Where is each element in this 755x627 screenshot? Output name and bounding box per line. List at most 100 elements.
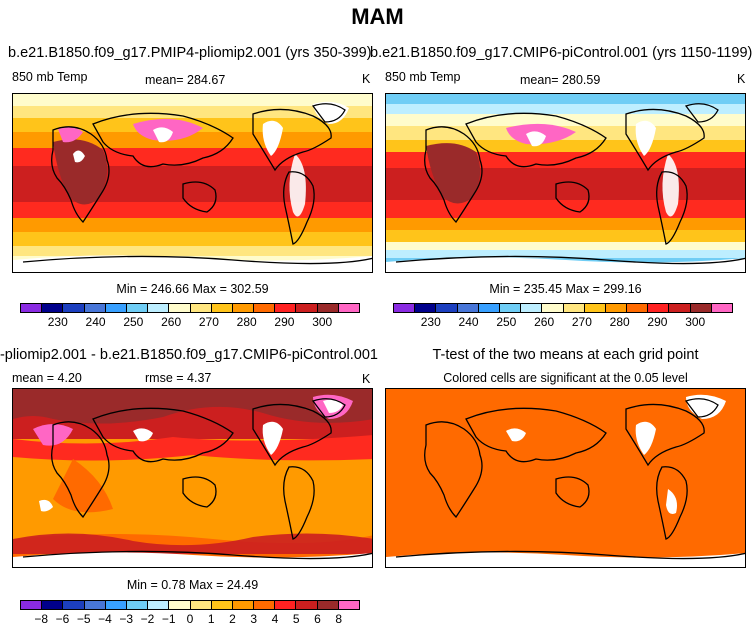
panel3-units: K — [362, 372, 371, 386]
temperature-colorbar-2-swatch — [478, 304, 500, 312]
temperature-colorbar-swatch — [211, 304, 233, 312]
temperature-colorbar-2-swatch — [605, 304, 628, 312]
difference-colorbar-tick-label: −5 — [76, 612, 91, 626]
temperature-colorbar-2-swatch — [521, 304, 543, 312]
difference-colorbar-tick-label: 8 — [335, 612, 343, 626]
temperature-colorbar-swatch — [296, 304, 318, 312]
panel2-left-label: 850 mb Temp — [385, 70, 461, 84]
panel2-title: b.e21.B1850.f09_g17.CMIP6-piControl.001 … — [370, 45, 753, 61]
temperature-colorbar-2-tick-label: 270 — [571, 315, 592, 329]
difference-colorbar-tick-label: −6 — [55, 612, 70, 626]
difference-colorbar-swatch — [190, 601, 212, 609]
temperature-colorbar-swatch — [21, 304, 43, 312]
panel1-units: K — [362, 72, 371, 86]
difference-colorbar-swatch — [63, 601, 85, 609]
temperature-colorbar-tick-label: 260 — [161, 315, 182, 329]
panel3-map — [12, 388, 373, 568]
difference-colorbar-swatch — [232, 601, 255, 609]
temperature-colorbar-tick-label: 300 — [312, 315, 333, 329]
panel3-title-clip: b.e21.B1850.f09_g17.PMIP4-pliomip2.001 -… — [0, 347, 378, 363]
temperature-colorbar-2-swatch — [563, 304, 585, 312]
temperature-colorbar-swatch — [169, 304, 191, 312]
temperature-colorbar-2-tick-label: 290 — [647, 315, 668, 329]
difference-colorbar-tick-label: −8 — [34, 612, 49, 626]
difference-colorbar-swatch — [275, 601, 297, 609]
difference-colorbar-swatch — [84, 601, 106, 609]
temperature-colorbar-2-tick-label: 300 — [685, 315, 706, 329]
difference-colorbar-tick-label: 3 — [250, 612, 258, 626]
panel3-title: b.e21.B1850.f09_g17.PMIP4-pliomip2.001 -… — [0, 347, 378, 363]
temperature-colorbar-swatch — [338, 304, 359, 312]
panel2-mean: mean= 280.59 — [520, 73, 601, 87]
panel4-map — [385, 388, 746, 568]
temperature-colorbar-2 — [393, 303, 733, 313]
panel1-title: b.e21.B1850.f09_g17.PMIP4-pliomip2.001 (… — [8, 45, 372, 61]
temperature-colorbar-2-swatch — [394, 304, 416, 312]
temperature-colorbar-tick-label: 270 — [198, 315, 219, 329]
temperature-colorbar-2-swatch — [499, 304, 522, 312]
difference-colorbar-tick-label: 0 — [186, 612, 194, 626]
panel1-left-label: 850 mb Temp — [12, 70, 88, 84]
panel3-stats: Min = 0.78 Max = 24.49 — [126, 578, 259, 592]
temperature-colorbar-2-tick-label: 230 — [420, 315, 441, 329]
temperature-colorbar-tick-label: 240 — [85, 315, 106, 329]
temperature-colorbar — [20, 303, 360, 313]
panel2-stats: Min = 235.45 Max = 299.16 — [489, 282, 642, 296]
temperature-colorbar-2-swatch — [648, 304, 670, 312]
temperature-colorbar-2-swatch — [457, 304, 479, 312]
temperature-colorbar-swatch — [126, 304, 149, 312]
temperature-colorbar-2-swatch — [584, 304, 606, 312]
temperature-colorbar-swatch — [275, 304, 297, 312]
difference-colorbar-swatch — [317, 601, 339, 609]
temperature-colorbar-swatch — [254, 304, 276, 312]
difference-colorbar-tick-label: −4 — [98, 612, 112, 626]
difference-colorbar-swatch — [126, 601, 149, 609]
difference-colorbar-tick-label: −2 — [140, 612, 155, 626]
temperature-colorbar-tick-label: 280 — [236, 315, 257, 329]
temperature-colorbar-swatch — [317, 304, 339, 312]
temperature-colorbar-swatch — [105, 304, 127, 312]
temperature-colorbar-2-tick-label: 250 — [496, 315, 517, 329]
difference-colorbar-tick-label: 2 — [229, 612, 236, 626]
panel1-mean: mean= 284.67 — [145, 73, 226, 87]
panel1-map — [12, 93, 373, 273]
panel3-rmse: rmse = 4.37 — [145, 371, 212, 385]
difference-colorbar-swatch — [338, 601, 359, 609]
difference-colorbar — [20, 600, 360, 610]
difference-colorbar-tick-label: 4 — [271, 612, 279, 626]
panel2-units: K — [737, 72, 746, 86]
temperature-colorbar-2-swatch — [415, 304, 437, 312]
panel2-map — [385, 93, 746, 273]
difference-colorbar-tick-label: 6 — [314, 612, 321, 626]
difference-colorbar-tick-label: −3 — [119, 612, 134, 626]
temperature-colorbar-swatch — [148, 304, 170, 312]
temperature-colorbar-2-swatch — [711, 304, 732, 312]
difference-colorbar-swatch — [105, 601, 127, 609]
difference-colorbar-tick-label: −1 — [161, 612, 176, 626]
temperature-colorbar-2-swatch — [669, 304, 691, 312]
temperature-colorbar-2-swatch — [436, 304, 458, 312]
panel1-stats: Min = 246.66 Max = 302.59 — [116, 282, 269, 296]
figure-title: MAM — [351, 4, 404, 29]
temperature-colorbar-swatch — [42, 304, 64, 312]
difference-colorbar-swatch — [296, 601, 318, 609]
temperature-colorbar-2-swatch — [690, 304, 712, 312]
difference-colorbar-tick-label: 1 — [207, 612, 215, 626]
temperature-colorbar-2-swatch — [627, 304, 649, 312]
temperature-colorbar-tick-label: 230 — [47, 315, 68, 329]
difference-colorbar-swatch — [148, 601, 170, 609]
difference-colorbar-swatch — [42, 601, 64, 609]
difference-colorbar-swatch — [211, 601, 233, 609]
difference-colorbar-swatch — [169, 601, 191, 609]
temperature-colorbar-tick-label: 250 — [123, 315, 144, 329]
temperature-colorbar-swatch — [63, 304, 85, 312]
temperature-colorbar-swatch — [190, 304, 212, 312]
difference-colorbar-tick-label: 5 — [292, 612, 300, 626]
temperature-colorbar-2-swatch — [542, 304, 564, 312]
panel4-subtitle: Colored cells are significant at the 0.0… — [443, 371, 688, 385]
panel3-mean: mean = 4.20 — [12, 371, 82, 385]
difference-colorbar-swatch — [254, 601, 276, 609]
temperature-colorbar-2-tick-label: 240 — [458, 315, 479, 329]
temperature-colorbar-tick-label: 290 — [274, 315, 295, 329]
temperature-colorbar-swatch — [232, 304, 255, 312]
